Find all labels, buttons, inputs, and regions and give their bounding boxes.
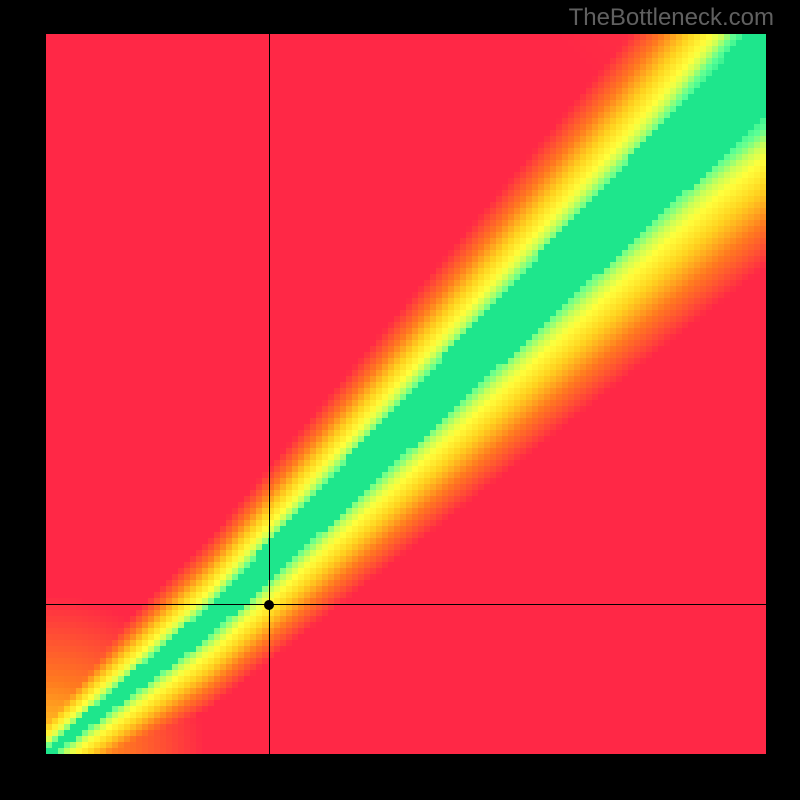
watermark-text: TheBottleneck.com [569,4,774,31]
watermark: TheBottleneck.com [569,4,774,32]
crosshair-vertical [269,34,270,754]
crosshair-horizontal [46,604,766,605]
bottleneck-heatmap [46,34,766,754]
selection-marker [264,600,274,610]
